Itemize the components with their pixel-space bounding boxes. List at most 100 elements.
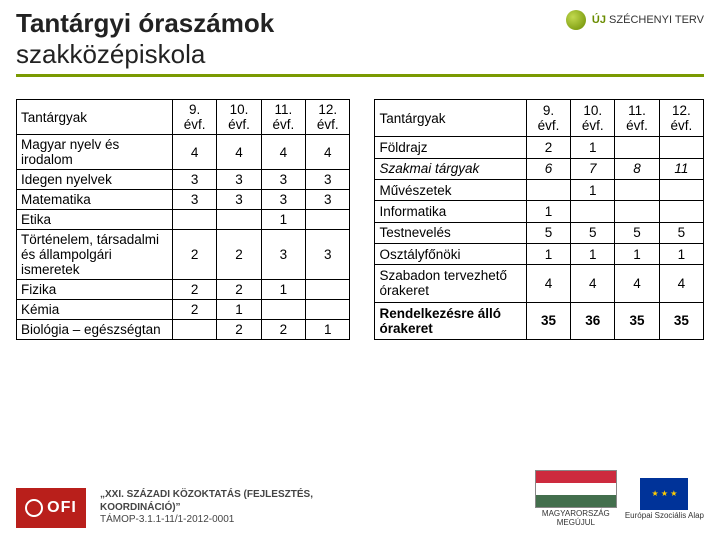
- project-line2: KOORDINÁCIÓ)”: [100, 502, 313, 515]
- project-line1: „XXI. SZÁZADI KÖZOKTATÁS (FEJLESZTÉS,: [100, 489, 313, 502]
- subjects-table-right: Tantárgyak9. évf.10. évf.11. évf.12. évf…: [374, 99, 704, 340]
- subject-cell: Idegen nyelvek: [17, 170, 173, 190]
- value-cell: 1: [526, 201, 570, 222]
- value-cell: 7: [571, 158, 615, 179]
- col-header-subject: Tantárgyak: [17, 100, 173, 135]
- value-cell: [172, 320, 216, 340]
- tables-container: Tantárgyak9. évf.10. évf.11. évf.12. évf…: [16, 99, 704, 340]
- value-cell: 1: [261, 210, 305, 230]
- value-cell: [306, 300, 350, 320]
- value-cell: 2: [217, 280, 261, 300]
- value-cell: 4: [526, 265, 570, 302]
- value-cell: 3: [306, 170, 350, 190]
- page-title-line2: szakközépiskola: [16, 39, 704, 70]
- value-cell: [526, 179, 570, 200]
- hungary-flag-icon: [535, 470, 617, 508]
- subject-cell: Szakmai tárgyak: [375, 158, 526, 179]
- value-cell: 1: [571, 243, 615, 264]
- col-header-0: 9. évf.: [172, 100, 216, 135]
- value-cell: 2: [172, 280, 216, 300]
- value-cell: 2: [217, 320, 261, 340]
- subject-cell: Fizika: [17, 280, 173, 300]
- project-code: TÁMOP-3.1.1-11/1-2012-0001: [100, 514, 313, 527]
- subject-cell: Biológia – egészségtan: [17, 320, 173, 340]
- value-cell: 1: [659, 243, 703, 264]
- value-cell: 2: [172, 300, 216, 320]
- value-cell: 3: [261, 230, 305, 280]
- hu-block: MAGYARORSZÁG MEGÚJUL: [535, 470, 617, 528]
- subject-cell: Informatika: [375, 201, 526, 222]
- value-cell: [571, 201, 615, 222]
- value-cell: 35: [659, 302, 703, 339]
- value-cell: 4: [615, 265, 659, 302]
- subject-cell: Testnevelés: [375, 222, 526, 243]
- value-cell: 1: [261, 280, 305, 300]
- value-cell: 1: [571, 179, 615, 200]
- ofi-circle-icon: [25, 499, 43, 517]
- eu-label: Európai Szociális Alap: [625, 512, 704, 521]
- value-cell: [615, 179, 659, 200]
- value-cell: 2: [526, 137, 570, 158]
- subjects-table-left: Tantárgyak9. évf.10. évf.11. évf.12. évf…: [16, 99, 350, 340]
- eu-block: ★ ★ ★ Európai Szociális Alap: [625, 478, 704, 521]
- value-cell: 1: [306, 320, 350, 340]
- value-cell: [659, 179, 703, 200]
- value-cell: 1: [571, 137, 615, 158]
- szechenyi-prefix: ÚJ: [592, 14, 606, 26]
- value-cell: 2: [261, 320, 305, 340]
- col-header-0: 9. évf.: [526, 100, 570, 137]
- col-header-2: 11. évf.: [615, 100, 659, 137]
- col-header-2: 11. évf.: [261, 100, 305, 135]
- value-cell: 6: [526, 158, 570, 179]
- value-cell: 4: [261, 135, 305, 170]
- value-cell: 5: [615, 222, 659, 243]
- ofi-logo: OFI: [16, 488, 86, 528]
- value-cell: 3: [172, 170, 216, 190]
- value-cell: 5: [526, 222, 570, 243]
- value-cell: 3: [217, 190, 261, 210]
- eu-flag-icon: ★ ★ ★: [640, 478, 688, 510]
- col-header-3: 12. évf.: [659, 100, 703, 137]
- value-cell: 1: [615, 243, 659, 264]
- value-cell: [217, 210, 261, 230]
- value-cell: 3: [261, 170, 305, 190]
- value-cell: [659, 201, 703, 222]
- value-cell: 1: [526, 243, 570, 264]
- value-cell: [261, 300, 305, 320]
- col-header-1: 10. évf.: [571, 100, 615, 137]
- subject-cell: Történelem, társadalmi és állampolgári i…: [17, 230, 173, 280]
- value-cell: 5: [659, 222, 703, 243]
- value-cell: 4: [571, 265, 615, 302]
- col-header-3: 12. évf.: [306, 100, 350, 135]
- subject-cell: Földrajz: [375, 137, 526, 158]
- value-cell: [615, 201, 659, 222]
- subject-cell: Osztályfőnöki: [375, 243, 526, 264]
- subject-cell: Etika: [17, 210, 173, 230]
- subject-cell: Rendelkezésre álló órakeret: [375, 302, 526, 339]
- value-cell: 4: [659, 265, 703, 302]
- value-cell: [659, 137, 703, 158]
- value-cell: 8: [615, 158, 659, 179]
- value-cell: 5: [571, 222, 615, 243]
- value-cell: 35: [615, 302, 659, 339]
- footer-left: OFI „XXI. SZÁZADI KÖZOKTATÁS (FEJLESZTÉS…: [16, 488, 313, 528]
- szechenyi-logo: ÚJ SZÉCHENYI TERV: [566, 10, 704, 30]
- footer-right: MAGYARORSZÁG MEGÚJUL ★ ★ ★ Európai Szoci…: [535, 470, 704, 528]
- subject-cell: Kémia: [17, 300, 173, 320]
- subject-cell: Művészetek: [375, 179, 526, 200]
- value-cell: 4: [172, 135, 216, 170]
- value-cell: 1: [217, 300, 261, 320]
- value-cell: [306, 280, 350, 300]
- value-cell: 35: [526, 302, 570, 339]
- value-cell: 11: [659, 158, 703, 179]
- value-cell: 4: [217, 135, 261, 170]
- value-cell: 3: [306, 190, 350, 210]
- value-cell: 36: [571, 302, 615, 339]
- szechenyi-icon: [566, 10, 586, 30]
- value-cell: 2: [217, 230, 261, 280]
- value-cell: 4: [306, 135, 350, 170]
- value-cell: 2: [172, 230, 216, 280]
- col-header-subject: Tantárgyak: [375, 100, 526, 137]
- value-cell: 3: [261, 190, 305, 210]
- value-cell: 3: [172, 190, 216, 210]
